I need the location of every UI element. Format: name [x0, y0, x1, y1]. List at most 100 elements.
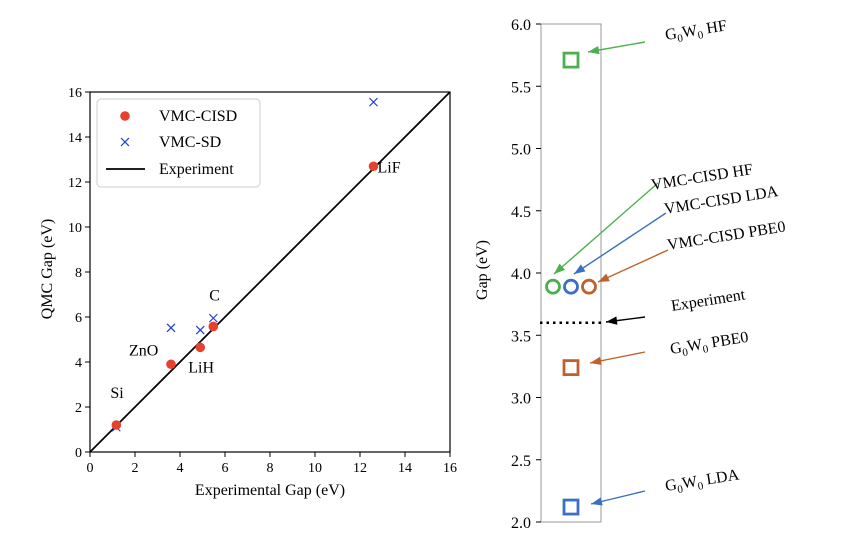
gap-y-tick-label: 3.0: [511, 391, 531, 408]
arrow-experiment: [605, 316, 646, 325]
legend-label-vmc-sd: VMC-SD: [159, 134, 221, 151]
vmc-cisd-point: [166, 359, 176, 370]
gap-y-tick-label: 2.5: [511, 453, 531, 470]
right-gap-chart: 2.0 2.5 3.0 3.5 4.0 4.5 5.0 5.5 6.0 Gap (eV) G0W0 …: [474, 17, 787, 532]
arrow-g0w0-pbe0-head: [590, 356, 602, 365]
point-label-zno: ZnO: [129, 342, 158, 359]
label-part: W: [681, 22, 699, 41]
arrow-vmc-cisd-lda: [573, 212, 667, 275]
legend-label-vmc-cisd: VMC-CISD: [159, 108, 237, 125]
marker-g0w0-pbe0: [562, 359, 580, 377]
arrow-vmc-cisd-hf: [553, 182, 659, 275]
gap-y-axis-title: Gap (eV): [474, 240, 491, 300]
vmc-cisd-point: [208, 321, 219, 332]
vmc-cisd-point: [111, 420, 122, 430]
label-part: 0: [682, 346, 690, 359]
label-part: G: [664, 25, 679, 44]
label-g0w0-lda: G0W0 LDA: [664, 466, 741, 497]
y-tick-label: 8: [75, 266, 82, 281]
legend-frame: [96, 98, 261, 188]
y-axis-title: QMC Gap (eV): [39, 219, 56, 319]
gap-y-tick-label: 4.5: [511, 204, 531, 221]
x-tick-label: 16: [443, 461, 457, 476]
arrow-experiment-head: [606, 316, 618, 325]
y-tick-label: 0: [75, 446, 82, 461]
x-tick-label: 4: [177, 461, 184, 476]
marker-g0w0-hf: [562, 51, 580, 69]
arrow-vmc-cisd-hf-shaft: [553, 182, 659, 275]
left-scatter-chart: 0 2 4 6 8 10 12 14 16 0 2 4 6 8 10 12 14 16 Experimental G…: [39, 86, 457, 499]
vmc-sd-cross-stroke: [166, 323, 176, 333]
label-experiment: Experiment: [670, 286, 747, 315]
x-axis-title: Experimental Gap (eV): [195, 482, 345, 499]
experiment-line: [89, 91, 451, 453]
y-tick-label: 6: [75, 311, 82, 326]
arrow-g0w0-hf-head: [588, 45, 600, 55]
arrow-vmc-cisd-lda-head: [574, 264, 586, 274]
gap-y-tick-label: 5.5: [511, 79, 531, 96]
label-part: G: [669, 339, 684, 358]
label-g0w0-hf: G0W0 HF: [664, 17, 729, 46]
point-label-lih: LiH: [188, 359, 214, 376]
vmc-sd-point: [369, 97, 378, 107]
label-part: G: [664, 476, 679, 495]
x-tick-label: 10: [308, 461, 322, 476]
label-part: 0: [697, 480, 705, 493]
x-tick-label: 2: [132, 461, 139, 476]
vmc-sd-cross-stroke: [208, 313, 218, 323]
label-part: HF: [701, 17, 728, 38]
x-tick-label: 12: [353, 461, 367, 476]
arrow-g0w0-pbe0: [589, 351, 646, 365]
arrow-vmc-cisd-lda-shaft: [573, 212, 667, 275]
label-part: W: [681, 473, 699, 492]
arrow-g0w0-lda: [590, 490, 646, 506]
x-tick-label: 8: [267, 461, 274, 476]
label-part: 0: [702, 343, 710, 356]
label-part: LDA: [701, 466, 741, 489]
gap-y-tick-label: 2.0: [511, 515, 531, 532]
point-label-c: C: [209, 287, 220, 304]
vmc-sd-point: [208, 313, 218, 323]
arrow-g0w0-lda-head: [591, 497, 603, 506]
x-tick-label: 14: [398, 461, 412, 476]
gap-y-tick-label: 4.0: [511, 266, 531, 283]
point-label-lif: LiF: [378, 159, 401, 176]
x-tick-label: 6: [222, 461, 229, 476]
marker-vmc-cisd-lda: [563, 278, 579, 295]
y-tick-label: 4: [75, 356, 82, 371]
marker-g0w0-lda: [562, 498, 580, 516]
arrow-vmc-cisd-pbe0-shaft: [597, 249, 669, 283]
gap-y-tick-label: 5.0: [511, 142, 531, 159]
gap-y-tick-label: 6.0: [511, 17, 531, 34]
y-tick-label: 12: [68, 176, 82, 191]
label-vmc-cisd-pbe0: VMC-CISD PBE0: [666, 218, 787, 253]
point-label-si: Si: [110, 385, 124, 402]
vmc-cisd-point: [368, 161, 379, 172]
label-g0w0-pbe0: G0W0 PBE0: [669, 329, 750, 361]
arrow-g0w0-hf: [587, 41, 646, 55]
marker-vmc-cisd-pbe0: [581, 278, 597, 295]
y-tick-label: 2: [75, 401, 82, 416]
label-part: 0: [697, 29, 705, 42]
label-part: 0: [677, 483, 685, 496]
vmc-sd-cross-stroke: [195, 325, 205, 335]
gap-y-tick-label: 3.5: [511, 328, 531, 345]
right-plot-frame: [540, 23, 602, 523]
arrow-vmc-cisd-pbe0-head: [598, 273, 610, 282]
vmc-sd-point: [195, 325, 205, 335]
y-tick-label: 10: [68, 221, 82, 236]
x-tick-label: 0: [87, 461, 94, 476]
y-tick-label: 14: [68, 131, 82, 146]
label-part: PBE0: [706, 329, 749, 352]
vmc-sd-cross-stroke: [369, 97, 378, 107]
legend-label-experiment: Experiment: [159, 161, 234, 178]
legend: VMC-CISD VMC-SD Experiment: [96, 98, 261, 188]
label-part: 0: [677, 32, 685, 45]
arrow-vmc-cisd-hf-head: [554, 263, 566, 274]
legend-marker-vmc-cisd: [120, 111, 130, 121]
marker-vmc-cisd-hf: [545, 278, 561, 295]
vmc-cisd-point: [195, 342, 206, 353]
legend-marker-vmc-sd: [120, 137, 130, 147]
vmc-sd-point: [166, 323, 176, 333]
